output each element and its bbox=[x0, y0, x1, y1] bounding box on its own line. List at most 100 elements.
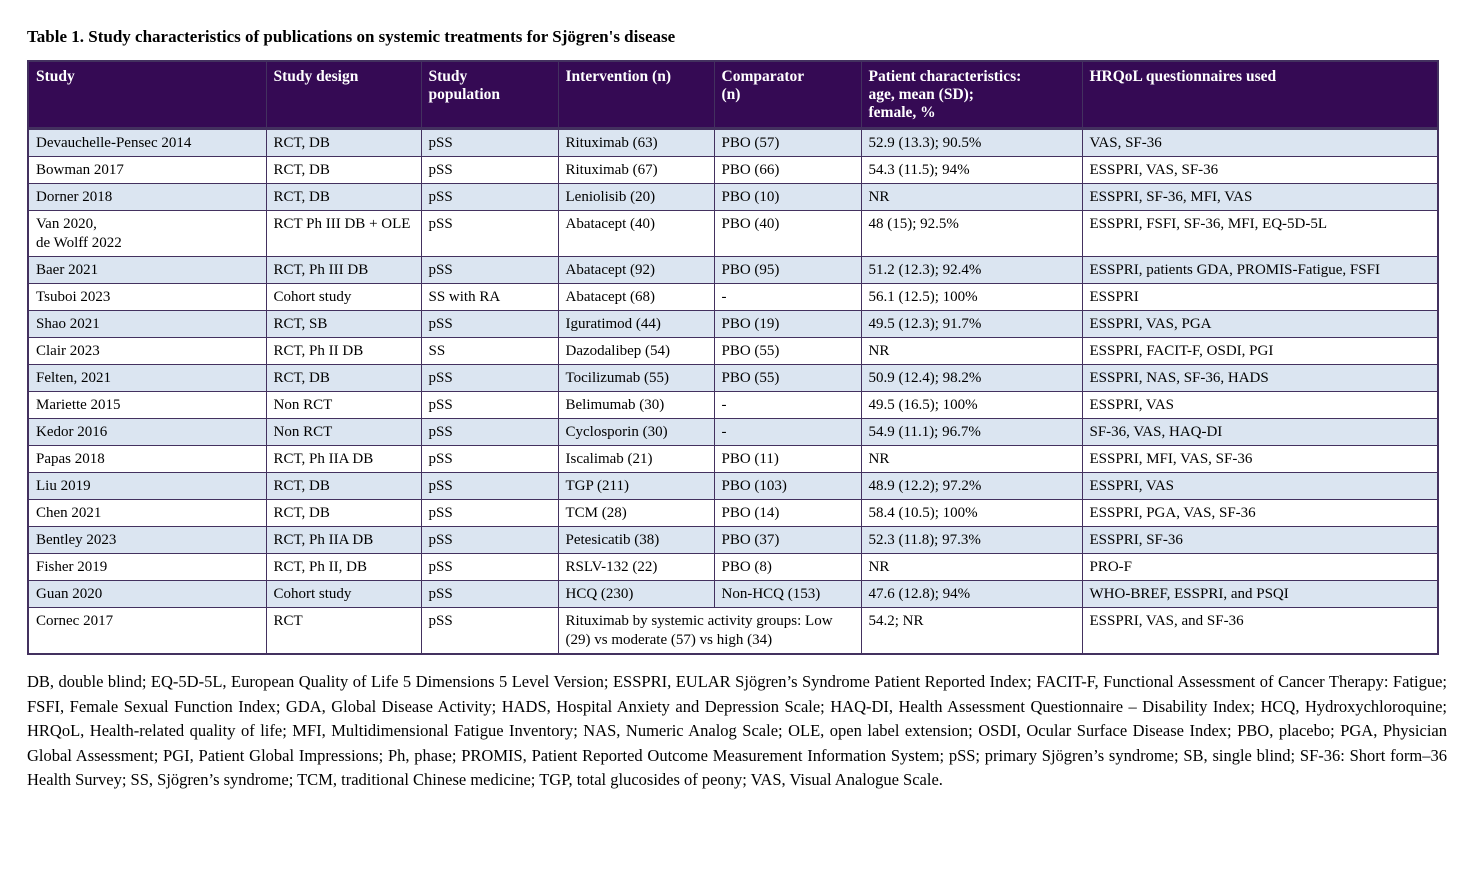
cell-design: RCT, SB bbox=[265, 310, 422, 338]
cell-design: RCT, Ph II, DB bbox=[265, 553, 422, 581]
cell-population: pSS bbox=[420, 580, 559, 608]
cell-hrqol: ESSPRI, VAS, PGA bbox=[1081, 310, 1439, 338]
cell-intervention: Abatacept (40) bbox=[557, 210, 715, 257]
cell-patient: NR bbox=[860, 337, 1083, 365]
cell-patient: 49.5 (16.5); 100% bbox=[860, 391, 1083, 419]
table-row: Bentley 2023 RCT, Ph IIA DB pSS Petesicatib… bbox=[27, 526, 1439, 554]
cell-comparator: PBO (55) bbox=[713, 337, 862, 365]
cell-patient: 54.3 (11.5); 94% bbox=[860, 156, 1083, 184]
cell-patient: 58.4 (10.5); 100% bbox=[860, 499, 1083, 527]
cell-patient: 52.9 (13.3); 90.5% bbox=[860, 128, 1083, 157]
table-row: Mariette 2015 Non RCT pSS Belimumab (30) -49… bbox=[27, 391, 1439, 419]
cell-population: pSS bbox=[420, 364, 559, 392]
header-study: Study bbox=[27, 60, 267, 130]
cell-study: Baer 2021 bbox=[27, 256, 267, 284]
table-row: Chen 2021 RCT, DB pSS TCM (28) PBO (14) 58.4 … bbox=[27, 499, 1439, 527]
cell-comparator: PBO (40) bbox=[713, 210, 862, 257]
cell-intervention: Iscalimab (21) bbox=[557, 445, 715, 473]
cell-patient: 48.9 (12.2); 97.2% bbox=[860, 472, 1083, 500]
cell-hrqol: VAS, SF-36 bbox=[1081, 128, 1439, 157]
cell-intervention: Rituximab by systemic activity groups: L… bbox=[557, 607, 862, 655]
cell-population: pSS bbox=[420, 210, 559, 257]
table-row: Cornec 2017 RCT pSS Rituximab by systemic a… bbox=[27, 607, 1439, 655]
cell-comparator: PBO (103) bbox=[713, 472, 862, 500]
cell-intervention: Petesicatib (38) bbox=[557, 526, 715, 554]
cell-population: pSS bbox=[420, 156, 559, 184]
cell-patient: NR bbox=[860, 553, 1083, 581]
table-row: Baer 2021 RCT, Ph III DB pSS Abatacept (92)… bbox=[27, 256, 1439, 284]
cell-hrqol: ESSPRI, patients GDA, PROMIS-Fatigue, FS… bbox=[1081, 256, 1439, 284]
cell-study: Cornec 2017 bbox=[27, 607, 267, 655]
cell-comparator: - bbox=[713, 391, 862, 419]
cell-hrqol: ESSPRI, VAS, and SF-36 bbox=[1081, 607, 1439, 655]
abbreviations-footnote: DB, double blind; EQ-5D-5L, European Qua… bbox=[27, 672, 1447, 789]
cell-study: Bentley 2023 bbox=[27, 526, 267, 554]
cell-study: Felten, 2021 bbox=[27, 364, 267, 392]
cell-population: pSS bbox=[420, 128, 559, 157]
cell-patient: 52.3 (11.8); 97.3% bbox=[860, 526, 1083, 554]
cell-hrqol: ESSPRI, SF-36, MFI, VAS bbox=[1081, 183, 1439, 211]
cell-population: pSS bbox=[420, 607, 559, 655]
cell-hrqol: ESSPRI, PGA, VAS, SF-36 bbox=[1081, 499, 1439, 527]
cell-hrqol: ESSPRI, VAS bbox=[1081, 472, 1439, 500]
cell-intervention: Tocilizumab (55) bbox=[557, 364, 715, 392]
cell-intervention: Dazodalibep (54) bbox=[557, 337, 715, 365]
cell-population: pSS bbox=[420, 553, 559, 581]
cell-study: Devauchelle-Pensec 2014 bbox=[27, 128, 267, 157]
cell-hrqol: ESSPRI, FACIT-F, OSDI, PGI bbox=[1081, 337, 1439, 365]
cell-patient: NR bbox=[860, 445, 1083, 473]
cell-comparator: - bbox=[713, 283, 862, 311]
cell-comparator: PBO (19) bbox=[713, 310, 862, 338]
cell-study: Van 2020, de Wolff 2022 bbox=[27, 210, 267, 257]
cell-patient: 48 (15); 92.5% bbox=[860, 210, 1083, 257]
header-comparator: Comparator (n) bbox=[713, 60, 862, 130]
cell-patient: 50.9 (12.4); 98.2% bbox=[860, 364, 1083, 392]
cell-hrqol: WHO-BREF, ESSPRI, and PSQI bbox=[1081, 580, 1439, 608]
cell-population: pSS bbox=[420, 418, 559, 446]
cell-population: pSS bbox=[420, 310, 559, 338]
table-row: Felten, 2021 RCT, DB pSS Tocilizumab (55) PB… bbox=[27, 364, 1439, 392]
cell-hrqol: ESSPRI, NAS, SF-36, HADS bbox=[1081, 364, 1439, 392]
cell-design: RCT, DB bbox=[265, 472, 422, 500]
cell-intervention: Abatacept (92) bbox=[557, 256, 715, 284]
cell-intervention: TCM (28) bbox=[557, 499, 715, 527]
cell-design: RCT, Ph III DB bbox=[265, 256, 422, 284]
cell-study: Clair 2023 bbox=[27, 337, 267, 365]
cell-study: Papas 2018 bbox=[27, 445, 267, 473]
cell-design: RCT bbox=[265, 607, 422, 655]
cell-intervention: Rituximab (67) bbox=[557, 156, 715, 184]
cell-design: Cohort study bbox=[265, 580, 422, 608]
table-title: Table 1. Study characteristics of public… bbox=[27, 27, 676, 46]
cell-hrqol: PRO-F bbox=[1081, 553, 1439, 581]
cell-design: RCT Ph III DB + OLE bbox=[265, 210, 422, 257]
table-header: Study Study design Study population Inte… bbox=[27, 60, 1439, 130]
cell-design: RCT, DB bbox=[265, 364, 422, 392]
cell-design: RCT, DB bbox=[265, 183, 422, 211]
table-row: Shao 2021 RCT, SB pSS Iguratimod (44) PBO (1… bbox=[27, 310, 1439, 338]
cell-patient: 56.1 (12.5); 100% bbox=[860, 283, 1083, 311]
cell-comparator: Non-HCQ (153) bbox=[713, 580, 862, 608]
header-study-population: Study population bbox=[420, 60, 559, 130]
table-row: Van 2020, de Wolff 2022 RCT Ph III DB + O… bbox=[27, 210, 1439, 257]
cell-design: RCT, DB bbox=[265, 499, 422, 527]
cell-patient: 54.9 (11.1); 96.7% bbox=[860, 418, 1083, 446]
cell-design: Non RCT bbox=[265, 418, 422, 446]
cell-intervention: Abatacept (68) bbox=[557, 283, 715, 311]
table-row: Bowman 2017 RCT, DB pSS Rituximab (67) PBO (… bbox=[27, 156, 1439, 184]
table-body: Devauchelle-Pensec 2014 RCT, DB pSS Rituxim… bbox=[27, 128, 1439, 655]
cell-hrqol: ESSPRI, FSFI, SF-36, MFI, EQ-5D-5L bbox=[1081, 210, 1439, 257]
study-characteristics-table: Study Study design Study population Inte… bbox=[27, 60, 1439, 655]
cell-population: pSS bbox=[420, 499, 559, 527]
cell-intervention: Rituximab (63) bbox=[557, 128, 715, 157]
cell-study: Fisher 2019 bbox=[27, 553, 267, 581]
cell-comparator: PBO (11) bbox=[713, 445, 862, 473]
header-row: Study Study design Study population Inte… bbox=[27, 60, 1439, 130]
table-row: Kedor 2016 Non RCT pSS Cyclosporin (30) -54.… bbox=[27, 418, 1439, 446]
cell-hrqol: ESSPRI bbox=[1081, 283, 1439, 311]
cell-comparator: PBO (37) bbox=[713, 526, 862, 554]
cell-population: pSS bbox=[420, 391, 559, 419]
cell-hrqol: ESSPRI, MFI, VAS, SF-36 bbox=[1081, 445, 1439, 473]
cell-comparator: PBO (66) bbox=[713, 156, 862, 184]
cell-comparator: PBO (95) bbox=[713, 256, 862, 284]
